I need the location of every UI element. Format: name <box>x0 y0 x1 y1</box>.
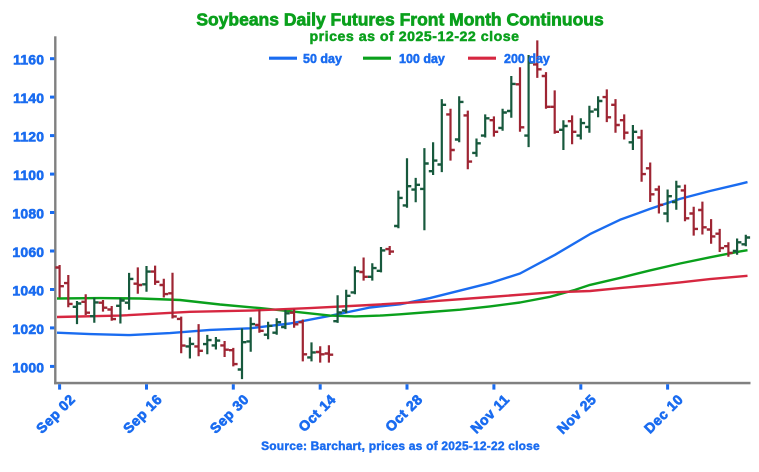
svg-text:50 day: 50 day <box>303 52 342 66</box>
svg-text:1120: 1120 <box>13 129 44 145</box>
svg-text:1060: 1060 <box>12 244 44 260</box>
svg-text:1080: 1080 <box>12 206 44 222</box>
svg-text:1040: 1040 <box>12 283 44 299</box>
svg-text:1020: 1020 <box>12 321 44 337</box>
svg-text:Soybeans Daily Futures Front M: Soybeans Daily Futures Front Month Conti… <box>196 9 604 29</box>
svg-text:200 day: 200 day <box>504 52 550 66</box>
svg-text:1100: 1100 <box>13 167 44 183</box>
svg-text:1140: 1140 <box>13 90 44 106</box>
svg-text:1160: 1160 <box>13 52 44 68</box>
svg-text:100 day: 100 day <box>399 52 445 66</box>
svg-text:Source: Barchart, prices as of: Source: Barchart, prices as of 2025-12-2… <box>261 439 540 453</box>
svg-text:1000: 1000 <box>12 359 44 375</box>
svg-text:prices as of 2025-12-22 close: prices as of 2025-12-22 close <box>309 29 519 45</box>
